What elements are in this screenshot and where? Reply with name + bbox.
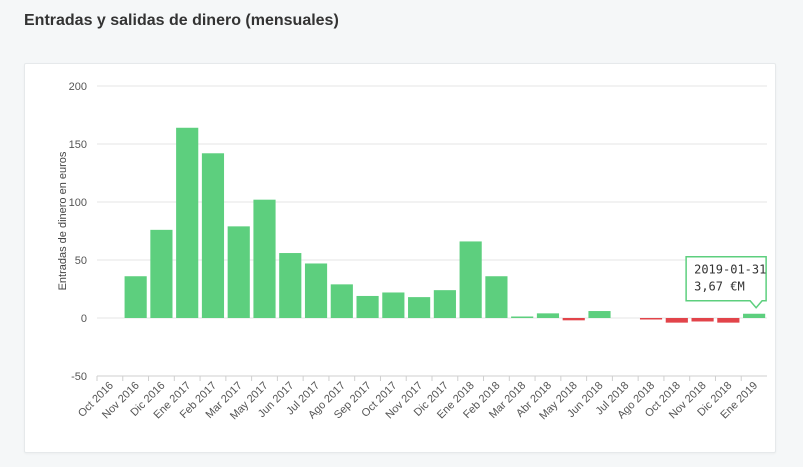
bar[interactable] xyxy=(408,297,431,318)
bar[interactable] xyxy=(588,311,611,318)
y-tick-label: 200 xyxy=(69,81,87,93)
bar[interactable] xyxy=(639,318,663,320)
y-tick-label: 0 xyxy=(81,313,87,325)
y-tick-label: -50 xyxy=(71,371,87,383)
bar[interactable] xyxy=(227,226,250,318)
y-axis-ticks: -50 0 50 100 150 200 xyxy=(69,81,87,383)
y-tick-label: 100 xyxy=(69,197,87,209)
bar[interactable] xyxy=(485,276,508,318)
bar[interactable] xyxy=(150,229,173,318)
bars xyxy=(124,127,766,323)
bar[interactable] xyxy=(176,127,199,318)
tooltip: 2019-01-31 3,67 €M xyxy=(685,255,767,309)
bar[interactable] xyxy=(743,313,766,318)
bar[interactable] xyxy=(382,292,405,318)
chart-card: -50 0 50 100 150 200 Entradas de dinero en eu… xyxy=(24,63,776,453)
bar[interactable] xyxy=(665,318,688,323)
bar[interactable] xyxy=(330,284,353,318)
bar[interactable] xyxy=(201,153,225,318)
bar[interactable] xyxy=(304,263,328,318)
bar[interactable] xyxy=(562,318,585,321)
y-tick-label: 50 xyxy=(75,255,87,267)
bar[interactable] xyxy=(279,253,302,318)
bar[interactable] xyxy=(253,199,276,318)
bar[interactable] xyxy=(691,318,714,322)
bar[interactable] xyxy=(356,295,379,318)
y-tick-label: 150 xyxy=(69,139,87,151)
bar[interactable] xyxy=(459,241,482,318)
bar[interactable] xyxy=(124,276,147,318)
bar[interactable] xyxy=(717,318,740,323)
tooltip-box xyxy=(685,255,767,309)
tooltip-date: 2019-01-31 xyxy=(694,263,766,277)
page-title: Entradas y salidas de dinero (mensuales) xyxy=(24,12,339,29)
bar-chart: -50 0 50 100 150 200 Entradas de dinero en eu… xyxy=(57,81,767,422)
tooltip-value: 3,67 €M xyxy=(694,280,745,294)
bar[interactable] xyxy=(511,316,534,319)
bar[interactable] xyxy=(433,290,456,318)
y-axis-title: Entradas de dinero en euros xyxy=(57,151,69,290)
bar[interactable] xyxy=(536,313,560,318)
